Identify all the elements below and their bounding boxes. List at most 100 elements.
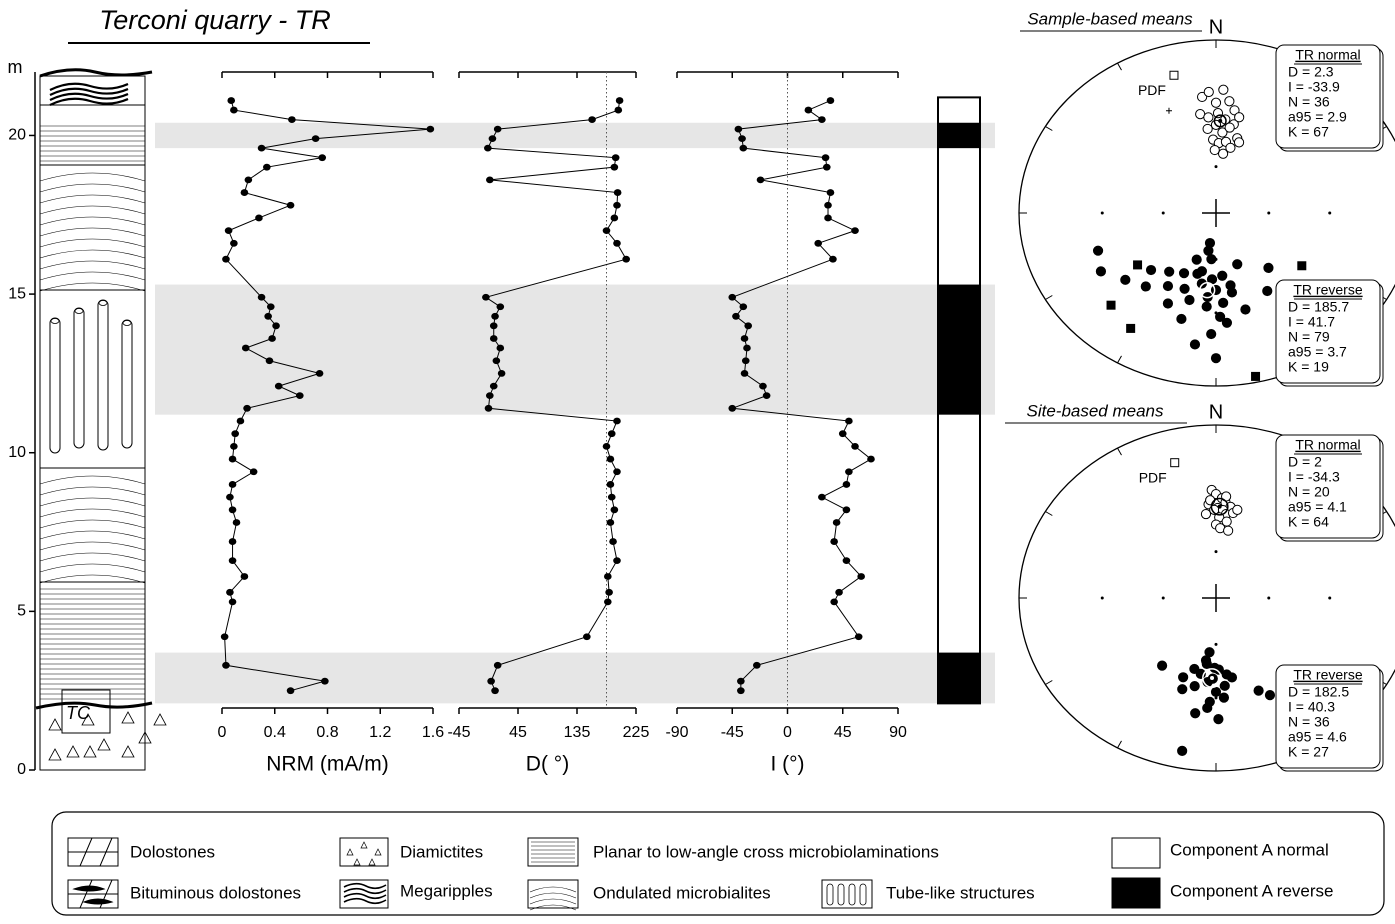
stats-box — [1275, 664, 1381, 769]
x-tick-label: 135 — [564, 724, 591, 741]
data-point — [743, 344, 751, 352]
data-point — [826, 189, 835, 196]
stats-line: K = 19 — [1288, 359, 1329, 375]
data-point — [857, 573, 865, 580]
legend-icon — [339, 837, 389, 867]
legend-icon-reverse — [1111, 877, 1161, 909]
data-point — [604, 598, 612, 606]
data-point — [602, 227, 611, 235]
stats-title: TR reverse — [1293, 282, 1362, 298]
data-point — [228, 598, 237, 606]
legend-icon — [527, 837, 579, 867]
data-point — [288, 116, 296, 123]
tube-top — [74, 308, 84, 314]
data-point — [804, 106, 813, 114]
data-point — [296, 392, 304, 400]
pdf-marker — [1169, 70, 1179, 80]
diamictite-pattern — [360, 841, 368, 849]
tube-pattern — [837, 883, 845, 906]
ondulation — [39, 194, 146, 204]
data-point — [228, 455, 237, 463]
bituminous-lens — [72, 885, 114, 905]
direction-point — [1157, 660, 1168, 671]
data-point — [606, 519, 615, 526]
direction-point — [1176, 313, 1187, 325]
x-axis-label: D( °) — [526, 753, 569, 776]
direction-point — [1203, 112, 1214, 123]
data-point — [272, 322, 280, 330]
grid-dot — [1267, 211, 1271, 215]
diamictite-clast — [138, 731, 152, 744]
diamictite-clast — [121, 711, 135, 724]
diamictite-clast — [121, 745, 135, 758]
data-point — [741, 357, 750, 365]
data-point — [497, 370, 506, 377]
strat-column — [35, 68, 167, 771]
data-point — [756, 176, 765, 184]
tube-top — [98, 300, 108, 306]
x-tick-label: 225 — [623, 724, 650, 741]
data-point — [321, 677, 329, 685]
dolostone-pattern — [68, 837, 118, 867]
ondulation — [39, 260, 146, 270]
data-point — [851, 227, 859, 235]
data-point — [610, 506, 619, 514]
data-point — [486, 392, 494, 400]
diamictite-pattern — [374, 848, 382, 856]
data-point — [737, 677, 745, 685]
data-point — [610, 214, 619, 222]
x-tick-label: 45 — [509, 724, 527, 741]
direction-point — [1264, 690, 1276, 701]
rim-tick — [1045, 126, 1053, 131]
direction-point — [1162, 280, 1174, 292]
data-point — [830, 538, 838, 545]
tc-label: TC — [66, 703, 91, 723]
megaripple-pattern — [343, 882, 387, 890]
stats-line: I = 40.3 — [1288, 699, 1335, 715]
tube — [73, 307, 85, 449]
direction-point — [1201, 301, 1212, 312]
data-point — [821, 154, 830, 162]
rim-tick — [1045, 680, 1053, 685]
data-point — [224, 227, 233, 235]
ondulated-pattern — [529, 898, 577, 905]
polarity-reverse — [938, 284, 980, 415]
tube-pattern — [859, 883, 867, 906]
megaripple — [49, 87, 129, 96]
data-point — [426, 125, 435, 133]
direction-point — [1206, 328, 1217, 340]
legend-icon — [1111, 837, 1161, 869]
data-point — [249, 468, 258, 476]
grid-dot — [1100, 211, 1104, 215]
data-point — [496, 344, 505, 352]
stats-line: N = 36 — [1288, 714, 1330, 730]
data-point — [222, 661, 230, 669]
data-point — [826, 97, 835, 104]
direction-point — [1217, 148, 1229, 159]
data-point — [228, 557, 237, 564]
direction-point — [1178, 268, 1190, 279]
diamictite-clast — [97, 738, 111, 751]
data-point — [318, 154, 327, 162]
ondulation — [39, 183, 146, 193]
data-point — [835, 588, 843, 596]
x-tick-label: -45 — [447, 724, 470, 741]
north-label: N — [1209, 16, 1223, 38]
profile-line — [731, 100, 872, 691]
tube-pattern — [826, 883, 834, 906]
height-axis-label: m — [8, 57, 23, 77]
data-point — [739, 303, 748, 311]
data-point — [613, 201, 621, 209]
x-tick-label: 1.6 — [422, 724, 444, 741]
direction-point — [1202, 123, 1213, 135]
ondulation — [39, 519, 146, 529]
direction-point — [1217, 127, 1228, 138]
data-point — [606, 455, 615, 463]
pdf-label: PDF — [1139, 469, 1167, 485]
data-point — [487, 677, 495, 685]
mean-a95 — [1210, 497, 1229, 516]
grid-dot — [1214, 165, 1218, 169]
figure-title: Terconi quarry - TR — [99, 5, 331, 35]
x-tick-label: -90 — [665, 724, 688, 741]
megaripple-pattern — [343, 897, 387, 905]
